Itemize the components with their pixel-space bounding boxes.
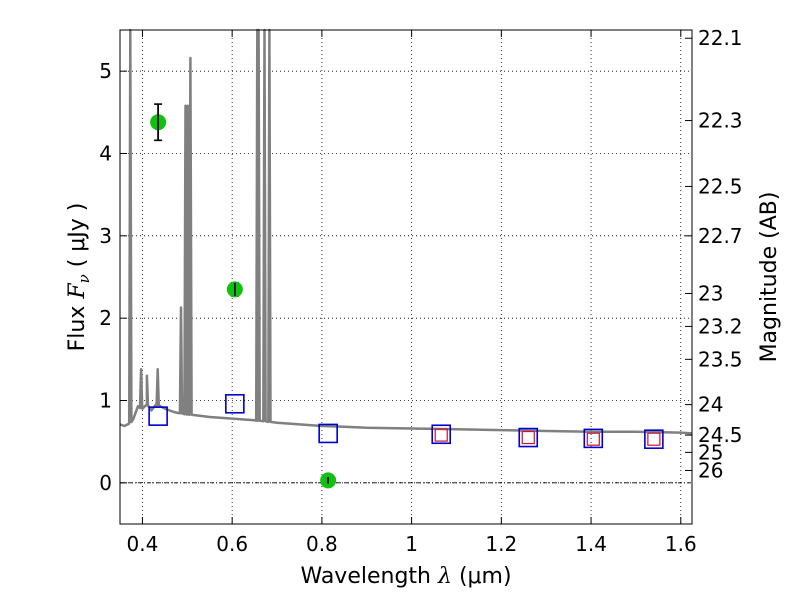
y-axis-title: Flux Fν ( μJy ) <box>65 203 93 352</box>
right-tick-label: 25 <box>698 440 723 464</box>
right-tick-label: 22.1 <box>698 26 743 50</box>
plot-frame <box>119 29 693 525</box>
right-tick-label: 23 <box>698 281 723 305</box>
x-tick-label: 1.2 <box>485 532 517 556</box>
ticks: 0.4 0.6 0.8 1 1.2 1.4 1.601234522.122.322.522.… <box>99 26 742 556</box>
model-photometry-marker <box>225 393 245 414</box>
right-tick-label: 22.7 <box>698 224 743 248</box>
x-tick-label: 1.6 <box>665 532 697 556</box>
model-photometry-marker <box>148 406 168 426</box>
x-tick-label: 0.6 <box>216 532 248 556</box>
spectrum-layer <box>119 28 693 435</box>
nir-marker <box>586 432 600 446</box>
x-axis-title: Wavelength λ (μm) <box>300 564 511 589</box>
marker-layer <box>148 103 664 489</box>
x-tick-label: 0.4 <box>127 532 159 556</box>
model-photometry-marker <box>431 424 452 445</box>
right-tick-label: 22.5 <box>698 174 743 198</box>
y-tick-label: 5 <box>99 59 112 83</box>
right-tick-label: 24 <box>698 393 723 417</box>
y-tick-label: 2 <box>99 306 112 330</box>
x-tick-label: 1.4 <box>575 532 607 556</box>
right-tick-label: 24.5 <box>698 423 743 447</box>
nir-marker <box>434 428 448 442</box>
right-tick-label: 26 <box>698 458 723 482</box>
y-tick-label: 1 <box>99 389 112 413</box>
right-tick-label: 23.5 <box>698 347 743 371</box>
spectrum-line <box>119 28 693 435</box>
right-tick-label: 22.3 <box>698 109 743 133</box>
nir-marker <box>647 432 661 446</box>
model-photometry-marker <box>318 423 338 444</box>
right-axis-title: Magnitude (AB) <box>757 192 782 363</box>
model-photometry-marker <box>644 429 664 449</box>
x-tick-label: 1 <box>405 532 418 556</box>
right-tick-label: 23.2 <box>698 314 743 338</box>
y-tick-label: 3 <box>99 224 112 248</box>
x-tick-label: 0.8 <box>306 532 338 556</box>
model-photometry-marker <box>518 427 539 448</box>
nir-marker <box>521 430 535 445</box>
y-tick-label: 4 <box>99 142 112 166</box>
y-tick-label: 0 <box>99 471 112 495</box>
model-photometry-marker <box>583 428 604 449</box>
grid <box>120 30 692 524</box>
